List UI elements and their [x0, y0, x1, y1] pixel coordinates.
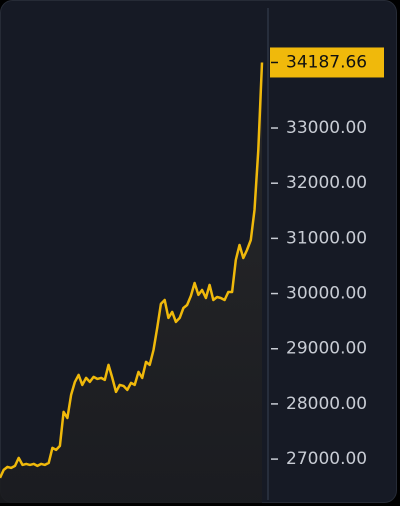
y-tick-label: 32000.00: [286, 173, 367, 193]
last-price-label: 34187.66: [286, 52, 367, 72]
y-tick-label: 29000.00: [286, 339, 367, 359]
y-tick-label: 31000.00: [286, 228, 367, 248]
area: [0, 62, 262, 503]
price-line: [0, 62, 264, 479]
last-price-box: [270, 47, 384, 78]
y-tick-label: 27000.00: [286, 449, 367, 469]
y-tick-label: 28000.00: [286, 394, 367, 414]
y-tick-label: 30000.00: [286, 284, 367, 304]
y-tick-label: 33000.00: [286, 118, 367, 138]
